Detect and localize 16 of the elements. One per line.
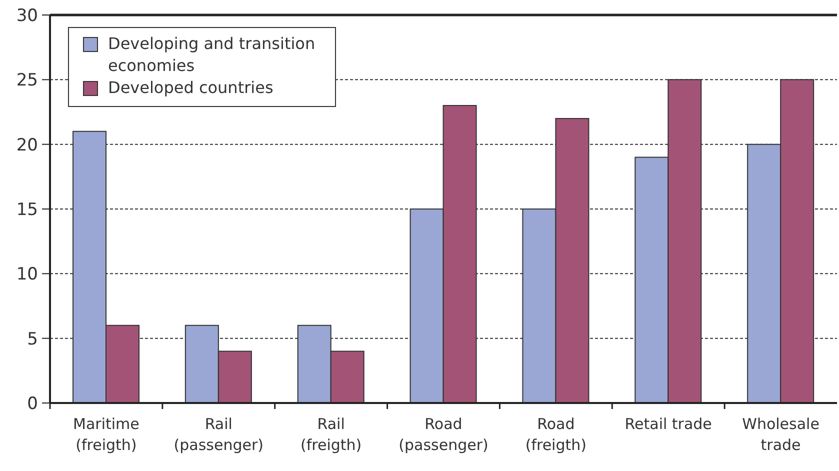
legend-label: Developing and transition economies [108, 33, 316, 77]
x-tick-label: Wholesale trade [742, 415, 820, 454]
y-tick-label: 30 [16, 6, 38, 26]
y-tick-label: 5 [27, 329, 38, 350]
y-tick-label: 15 [16, 200, 38, 220]
x-tick-label: Rail (freigth) [300, 415, 362, 454]
x-tick-label: Retail trade [624, 415, 712, 433]
x-tick-label: Road (freigth) [525, 415, 586, 454]
legend-label: Developed countries [108, 77, 274, 99]
x-tick-label: Rail (passenger) [174, 415, 264, 454]
x-tick-label: Maritime (freigth) [73, 415, 140, 454]
y-tick-label: 20 [16, 135, 38, 156]
y-tick-label: 0 [27, 394, 38, 414]
y-tick-label: 10 [16, 264, 38, 285]
x-tick-label: Road (passenger) [398, 415, 488, 454]
y-tick-label: 25 [16, 70, 38, 91]
